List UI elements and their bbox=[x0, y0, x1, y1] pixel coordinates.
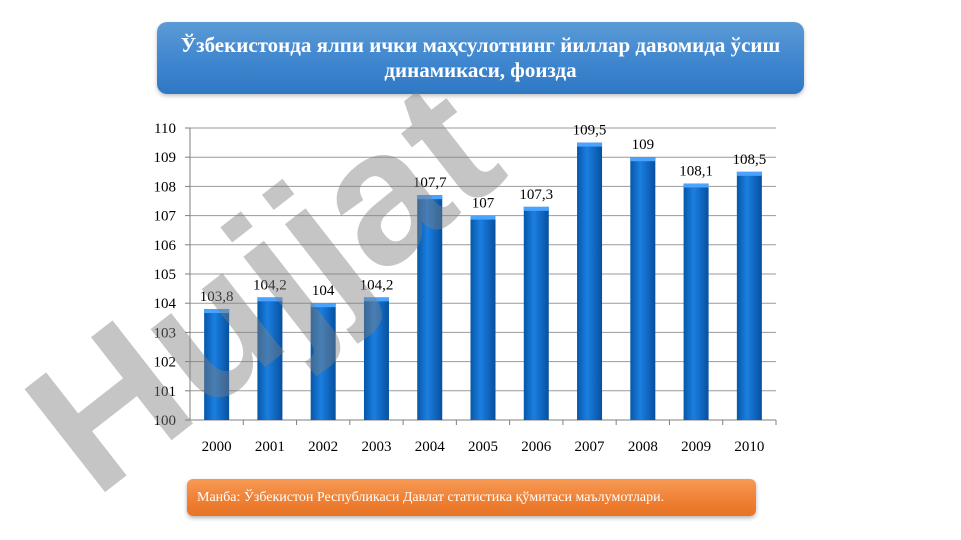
data-label: 104,2 bbox=[360, 277, 394, 293]
y-tick-label: 104 bbox=[154, 296, 177, 312]
x-tick-label: 2008 bbox=[628, 439, 658, 455]
y-tick-label: 103 bbox=[154, 325, 177, 341]
bar-2002 bbox=[310, 303, 336, 420]
y-tick-label: 101 bbox=[154, 384, 177, 400]
bar-top-2008 bbox=[630, 157, 656, 162]
chart-title: Ўзбекистонда ялпи ички маҳсулотнинг йилл… bbox=[157, 22, 804, 94]
data-label: 104 bbox=[312, 283, 335, 299]
bar-2005 bbox=[470, 215, 496, 420]
bar-2010 bbox=[736, 171, 762, 420]
data-label: 103,8 bbox=[200, 289, 234, 305]
bar-2008 bbox=[630, 157, 656, 420]
x-tick-label: 2010 bbox=[734, 439, 764, 455]
x-tick-label: 2004 bbox=[415, 439, 446, 455]
x-tick-label: 2006 bbox=[521, 439, 552, 455]
data-label: 107,7 bbox=[413, 175, 447, 191]
data-label: 108,1 bbox=[679, 163, 713, 179]
bar-top-2006 bbox=[523, 206, 549, 211]
bar-2000 bbox=[204, 309, 230, 420]
y-tick-label: 109 bbox=[154, 150, 177, 166]
bar-2003 bbox=[363, 297, 389, 420]
data-label: 104,2 bbox=[253, 277, 287, 293]
bar-top-2005 bbox=[470, 215, 496, 220]
x-tick-label: 2000 bbox=[202, 439, 232, 455]
bar-2007 bbox=[577, 142, 603, 420]
y-tick-label: 102 bbox=[154, 355, 177, 371]
x-tick-label: 2005 bbox=[468, 439, 498, 455]
data-label: 109 bbox=[632, 137, 655, 153]
x-tick-label: 2009 bbox=[681, 439, 711, 455]
data-label: 109,5 bbox=[573, 123, 607, 139]
bar-top-2003 bbox=[363, 297, 389, 302]
labels: 2000 103,8 2001 104,2 2002 104 2003 104,2 2004 10… bbox=[200, 123, 766, 455]
y-tick-label: 110 bbox=[154, 121, 176, 137]
bar-top-2002 bbox=[310, 303, 336, 308]
bar-top-2010 bbox=[736, 171, 762, 176]
bar-2004 bbox=[417, 195, 443, 420]
y-tick-label: 108 bbox=[154, 179, 177, 195]
bar-2006 bbox=[523, 206, 549, 420]
bar-top-2001 bbox=[257, 297, 283, 302]
data-label: 107,3 bbox=[519, 187, 553, 203]
data-label: 107 bbox=[472, 196, 495, 212]
x-tick-label: 2001 bbox=[255, 439, 285, 455]
y-tick-label: 106 bbox=[154, 238, 177, 254]
x-tick-label: 2002 bbox=[308, 439, 338, 455]
data-label: 108,5 bbox=[732, 152, 766, 168]
bar-top-2004 bbox=[417, 195, 443, 200]
bar-top-2000 bbox=[204, 309, 230, 314]
bars bbox=[204, 142, 762, 420]
source-note: Манба: Ўзбекистон Республикаси Давлат ст… bbox=[187, 479, 756, 516]
y-tick-label: 107 bbox=[154, 209, 177, 225]
x-tick-label: 2003 bbox=[361, 439, 391, 455]
axes: 100 101 102 103 104 105 106 107 108 109 110 bbox=[154, 121, 777, 429]
bar-top-2007 bbox=[577, 142, 603, 147]
x-tick-label: 2007 bbox=[575, 439, 606, 455]
bar-2001 bbox=[257, 297, 283, 420]
bar-2009 bbox=[683, 183, 709, 420]
bar-top-2009 bbox=[683, 183, 709, 188]
y-tick-label: 100 bbox=[154, 413, 177, 429]
y-tick-label: 105 bbox=[154, 267, 177, 283]
